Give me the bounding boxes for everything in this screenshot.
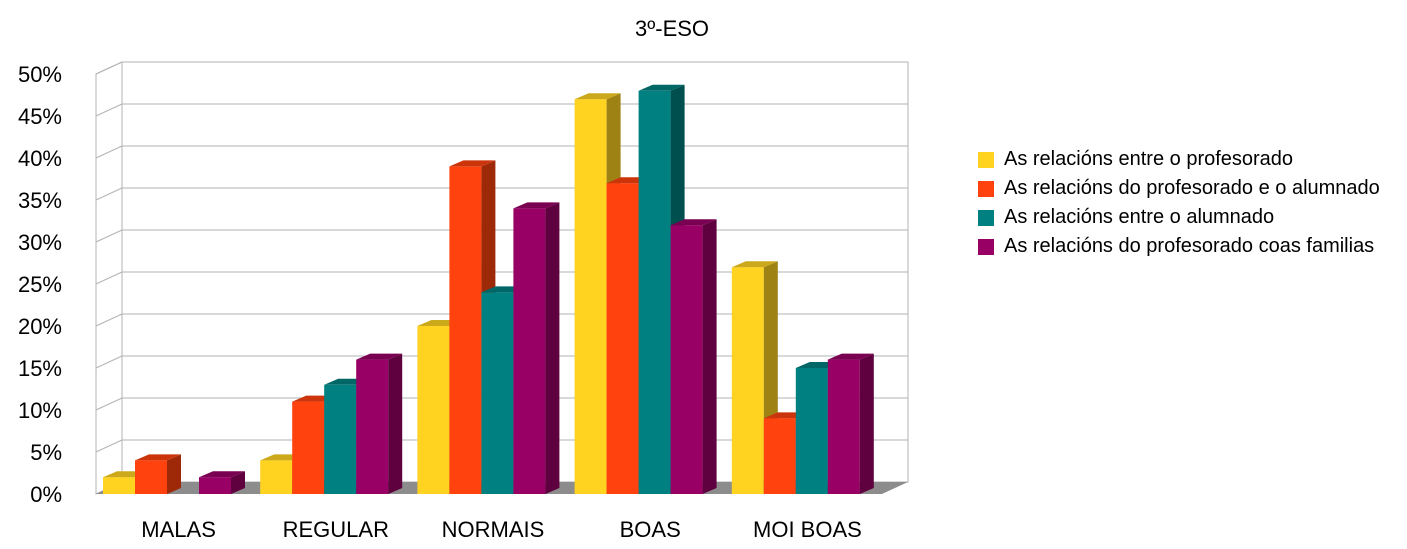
bar-top [449, 160, 496, 167]
bar [356, 353, 403, 494]
chart-title: 3º-ESO [635, 16, 709, 41]
bar-front [606, 183, 639, 494]
bar-front [513, 208, 546, 494]
gridline-side [95, 103, 123, 117]
y-tick-label: 10% [18, 398, 62, 423]
bar-top [731, 261, 778, 268]
x-tick-label: MALAS [141, 517, 216, 542]
bar-front [292, 401, 325, 494]
y-tick-label: 15% [18, 356, 62, 381]
bar [135, 454, 181, 494]
x-tick-label: BOAS [620, 517, 681, 542]
bar-front [638, 90, 671, 495]
gridline-side [95, 145, 123, 159]
bar-top [670, 219, 717, 226]
bar-side [545, 202, 560, 494]
bar [670, 219, 717, 494]
legend-swatch [978, 210, 994, 226]
bar [199, 471, 245, 494]
legend-item: As relacións do profesorado e o alumnado [978, 175, 1398, 201]
bar-top [356, 353, 403, 360]
x-axis-ticks: MALAS REGULAR NORMAIS BOAS MOI BOAS [141, 517, 861, 542]
bar-side [167, 454, 181, 494]
legend-swatch [978, 152, 994, 168]
bar-top [513, 202, 560, 209]
bar-top [827, 353, 874, 360]
bar-side [231, 471, 245, 494]
bar [513, 202, 560, 494]
bar-front [417, 326, 450, 494]
bar-top [199, 471, 245, 478]
gridline-side [95, 313, 123, 327]
y-tick-label: 25% [18, 272, 62, 297]
bar-side [702, 219, 717, 494]
y-axis-ticks: 0% 5% 10% 15% 20% 25% 30% 35% 40% 45% 50% [18, 62, 62, 507]
gridline-side [95, 271, 123, 285]
legend-label: As relacións do profesorado coas familia… [1004, 235, 1375, 257]
x-tick-label: REGULAR [283, 517, 389, 542]
y-tick-label: 5% [30, 440, 62, 465]
legend-label: As relacións do profesorado e o alumnado [1004, 177, 1380, 199]
y-tick-label: 40% [18, 146, 62, 171]
bar-top [135, 454, 181, 461]
x-tick-label: NORMAIS [442, 517, 545, 542]
y-tick-label: 45% [18, 104, 62, 129]
gridline-side [95, 397, 123, 411]
y-tick-label: 0% [30, 482, 62, 507]
bar-front [324, 384, 357, 494]
bar-top [638, 84, 685, 91]
legend-label: As relacións entre o alumnado [1004, 206, 1275, 228]
bar-front [481, 292, 514, 494]
y-tick-label: 35% [18, 188, 62, 213]
bar-front [763, 418, 796, 494]
y-tick-label: 30% [18, 230, 62, 255]
gridline-side [95, 187, 123, 201]
bar-front [103, 477, 135, 494]
legend-item: As relacións do profesorado coas familia… [978, 233, 1398, 259]
legend: As relacións entre o profesorado As rela… [978, 146, 1398, 262]
bar-front [356, 359, 389, 494]
y-tick-label: 50% [18, 62, 62, 87]
bar-front [795, 368, 828, 494]
legend-label: As relacións entre o profesorado [1004, 148, 1294, 170]
bar-front [199, 477, 231, 494]
bar-front [731, 267, 764, 494]
bar-top [574, 93, 621, 100]
bar-front [827, 359, 860, 494]
gridline-side [95, 61, 123, 75]
y-tick-label: 20% [18, 314, 62, 339]
bar-side [388, 353, 403, 494]
legend-item: As relacións entre o profesorado [978, 146, 1398, 172]
bar [827, 353, 874, 494]
bar-front [449, 166, 482, 494]
gridline-side [95, 439, 123, 453]
bar-front [135, 460, 167, 494]
gridline-side [95, 355, 123, 369]
legend-item: As relacións entre o alumnado [978, 204, 1398, 230]
legend-swatch [978, 181, 994, 197]
bar-side [859, 353, 874, 494]
gridline-side [95, 229, 123, 243]
bars [103, 84, 874, 495]
legend-swatch [978, 239, 994, 255]
bar-front [260, 460, 293, 494]
x-tick-label: MOI BOAS [753, 517, 862, 542]
bar-front [574, 99, 607, 494]
bar-front [670, 225, 703, 494]
